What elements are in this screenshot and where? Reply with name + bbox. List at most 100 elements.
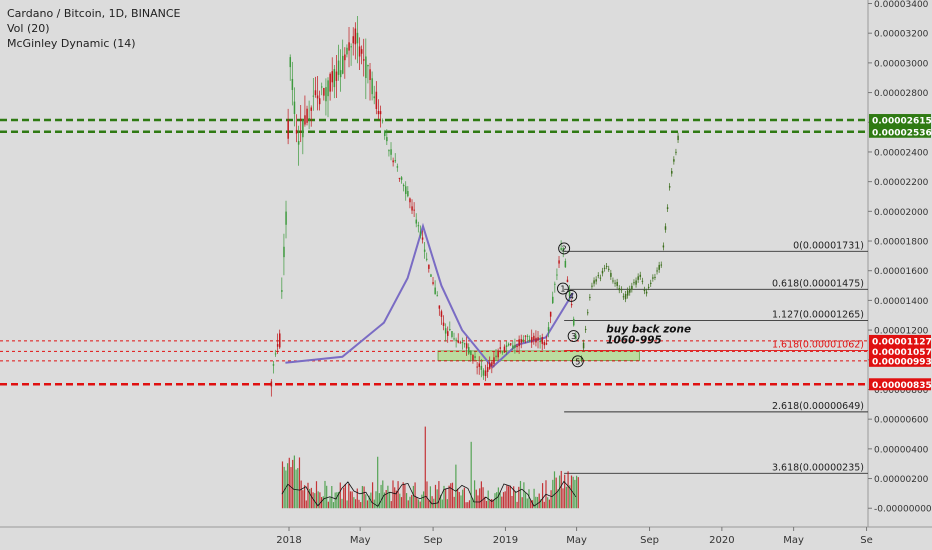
candle-body <box>495 355 497 358</box>
volume-bar <box>327 501 329 509</box>
volume-bar <box>387 485 389 509</box>
projection-candle <box>603 267 606 269</box>
candle-body <box>400 177 403 180</box>
projection-candle <box>616 281 618 286</box>
candle-body <box>459 342 462 344</box>
volume-bar <box>424 426 426 509</box>
volume-bar <box>509 485 511 509</box>
volume-bar <box>292 459 294 509</box>
volume-bar <box>453 496 455 509</box>
candle-body <box>331 71 334 83</box>
volume-bar <box>297 468 299 509</box>
volume-bar <box>360 502 362 509</box>
candle-body <box>367 64 369 67</box>
candle-body <box>419 231 422 236</box>
candle-body <box>409 198 411 203</box>
wave-marker-label: 2 <box>562 244 567 253</box>
projection-candle <box>639 274 642 277</box>
volume-bar <box>524 493 527 509</box>
candle-body <box>514 344 516 348</box>
projection-candle <box>629 288 631 293</box>
candle-body <box>505 345 508 347</box>
volume-bar <box>324 480 326 509</box>
candle-body <box>575 335 577 340</box>
candle-body <box>339 70 342 78</box>
price-tag-support-bg <box>869 378 931 391</box>
volume-bar <box>293 455 295 509</box>
candle-body <box>526 335 529 337</box>
candle-body <box>295 129 298 134</box>
volume-bar <box>363 486 365 509</box>
candle-body <box>289 57 292 68</box>
projection-candle <box>631 285 633 290</box>
volume-bar <box>371 482 374 509</box>
candle-body <box>379 111 382 115</box>
candle-body <box>373 96 376 99</box>
volume-bar <box>543 501 545 509</box>
projection-candle <box>673 159 675 162</box>
candle-body <box>344 54 346 61</box>
candle-body <box>310 107 313 111</box>
volume-bar <box>414 482 416 509</box>
candle-body <box>386 137 388 142</box>
volume-bar <box>402 482 404 509</box>
volume-bar <box>475 489 477 509</box>
price-axis-label: 0.00000800 <box>874 386 929 396</box>
candle-body <box>480 365 483 370</box>
candle-body <box>476 366 478 368</box>
candle-body <box>449 329 451 331</box>
volume-bar <box>439 494 442 509</box>
candle-body <box>270 381 273 387</box>
volume-bar <box>339 482 341 509</box>
volume-bar <box>388 492 391 509</box>
volume-bar <box>394 487 396 509</box>
candle-body <box>562 247 565 252</box>
candle-body <box>274 353 277 355</box>
volume-bar <box>456 488 459 509</box>
volume-bar <box>487 490 489 509</box>
projection-candle <box>677 135 679 141</box>
volume-bar <box>443 485 445 509</box>
candle-body <box>356 32 359 44</box>
candle-body <box>482 370 485 376</box>
projection-candle <box>650 282 652 284</box>
projection-candle <box>652 277 654 279</box>
candle-body <box>528 339 531 342</box>
volume-bar <box>298 457 301 509</box>
candle-body <box>394 160 397 162</box>
candle-body <box>516 345 518 348</box>
candle-body <box>518 339 520 347</box>
volume-bar <box>361 485 363 509</box>
volume-bar <box>564 474 566 509</box>
candle-body <box>497 350 499 358</box>
candle-body <box>426 258 428 260</box>
volume-bar <box>405 493 408 509</box>
wave-marker-circle <box>557 282 569 295</box>
candle-body <box>461 342 464 344</box>
volume-bar <box>536 496 539 509</box>
candle-body <box>390 149 392 155</box>
price-axis-label: 0.00001800 <box>874 238 929 248</box>
candle-body <box>276 344 279 347</box>
candle-body <box>384 131 386 136</box>
candle-body <box>354 28 357 45</box>
volume-bar <box>480 481 482 509</box>
volume-bar <box>484 496 486 509</box>
volume-bar <box>492 499 494 509</box>
volume-bar <box>419 501 421 509</box>
volume-bar <box>309 488 311 509</box>
candle-body <box>369 69 371 80</box>
volume-bar <box>307 482 309 509</box>
price-axis-label: -0.00000000 <box>874 505 932 515</box>
volume-bar <box>518 486 520 509</box>
candle-body <box>411 206 413 211</box>
candle-body <box>335 71 338 81</box>
volume-bar <box>438 481 440 509</box>
projection-candle <box>671 171 673 174</box>
projection-candle <box>666 207 669 209</box>
projection-candle <box>675 151 677 153</box>
volume-bar <box>426 481 428 509</box>
volume-bar <box>552 479 554 509</box>
